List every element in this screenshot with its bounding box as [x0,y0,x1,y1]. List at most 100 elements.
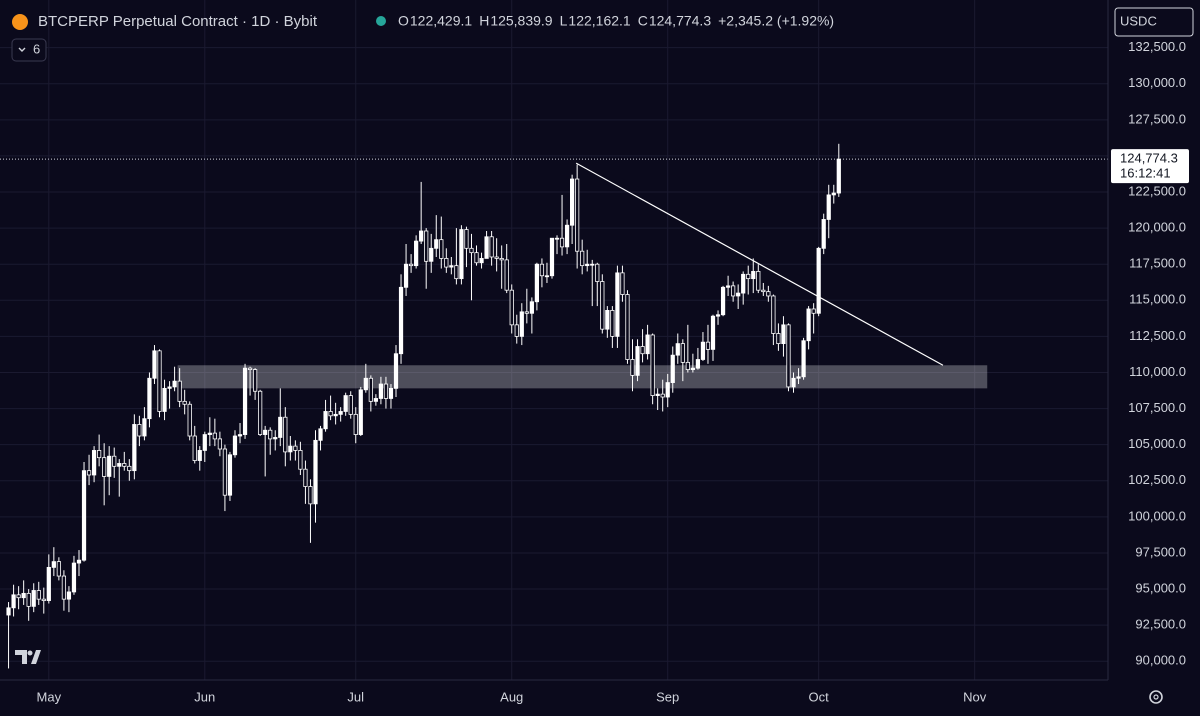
candle-body [570,178,575,226]
x-tick-label: May [37,689,62,704]
candle-body [705,341,711,350]
candle-body [585,263,590,267]
candle-body [152,350,157,379]
candle-body [157,350,162,412]
plot [6,143,841,669]
currency-select[interactable]: USDC [1114,7,1194,37]
coin-icon [12,14,28,30]
candle-body [107,455,112,477]
countdown: 16:12:41 [1120,166,1171,181]
candle-body [575,178,580,252]
chart-title: BTCPERP Perpetual Contract · 1D · Bybit [38,13,318,30]
candle-body [323,411,328,430]
candle-body [826,194,831,220]
candle-body [353,413,358,435]
ohlc-legend: O 122,429.1 H 125,839.9 L 122,162.1 C 124,774.3… [398,13,834,29]
candle-body [791,377,796,388]
candle-body [640,346,645,355]
x-tick-label: Jul [347,689,364,704]
candle-body [630,359,635,376]
candle-body [41,598,46,601]
candle-body [343,395,348,412]
candle-body [645,334,650,355]
currency-button[interactable] [1114,7,1194,37]
candle-body [46,566,51,601]
chevron [18,47,26,52]
legend-change: +2,345.2 (+1.92%) [718,13,834,29]
candle-body [454,265,459,280]
candle-body [393,353,399,389]
candle-body [529,301,534,314]
x-tick-label: Jun [194,689,215,704]
candle-body [756,271,761,291]
candle-body [398,286,404,355]
indicator-button[interactable] [11,38,47,62]
candle-body [71,562,77,593]
candle-body [222,448,228,496]
candle-body [91,450,97,476]
y-tick-label: 112,500.0 [1129,328,1186,343]
candle-body [338,411,343,415]
candle-body [424,230,429,262]
candle-body [348,395,353,415]
candle-body [781,324,786,345]
y-tick-label: 122,500.0 [1128,183,1186,198]
candle-body [187,403,192,437]
candle-body [162,387,167,412]
candle-body [650,334,655,396]
candle-body [202,434,207,451]
candle-body [494,256,499,259]
candle-body [559,237,565,248]
candle-body [449,265,454,268]
settings[interactable] [1149,690,1163,704]
candle-body [97,450,102,459]
y-tick-label: 130,000.0 [1128,75,1186,90]
candle-body [273,437,278,440]
candle-body [580,250,585,267]
candle-body [308,486,313,505]
last-price: 124,774.3 [1120,151,1178,166]
candle-body [444,258,449,268]
candle-body [36,590,41,600]
candle-body [771,295,776,334]
settings-gear[interactable] [1149,690,1163,704]
candle-body [816,247,821,314]
indicator-toggle[interactable]: 6 [11,38,47,62]
header: BTCPERP Perpetual Contract · 1D · Bybit … [12,13,834,30]
candle-body [373,398,378,402]
x-tick-label: Nov [963,689,987,704]
candle-body [182,400,187,405]
candle-body [665,382,670,398]
candle-body [811,308,816,314]
candle-body [434,239,439,249]
candle-body [544,275,550,278]
candle-body [76,559,82,564]
candle-body [283,416,288,453]
status-dot [376,16,386,26]
candle-body [710,315,716,350]
y-tick-label: 117,500.0 [1129,256,1186,271]
candle-body [610,310,615,337]
candle-body [388,387,394,399]
candle-body [333,413,338,417]
candle-body [655,393,660,396]
candle-body [670,354,675,383]
candle-body [695,359,701,369]
y-tick-label: 100,000.0 [1128,508,1186,523]
y-tick-label: 105,000.0 [1128,436,1186,451]
legend-value: 122,429.1 [410,13,472,29]
candle-body [358,389,363,435]
candle-body [31,590,36,607]
candle-body [318,428,323,441]
candle-body [620,272,625,295]
candle-body [21,592,26,599]
candle-body [635,346,640,376]
legend-key: O [398,13,409,29]
candle-body [776,333,781,345]
y-tick-label: 95,000.0 [1135,580,1186,595]
candle-body [539,263,545,277]
candle-body [625,294,630,360]
legend-value: 122,162.1 [568,13,630,29]
candle-body [685,361,690,370]
